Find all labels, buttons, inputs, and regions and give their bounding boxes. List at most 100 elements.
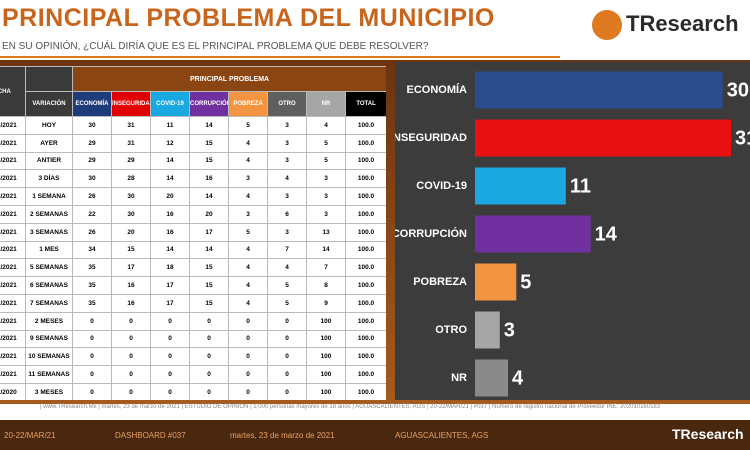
cell: 0	[72, 382, 112, 400]
cell: 26	[72, 187, 112, 206]
header-row: FECHA PRINCIPAL PROBLEMA	[0, 66, 386, 117]
cell: 100.0	[344, 187, 386, 206]
table: FECHA PRINCIPAL PROBLEMAVARIACIÓNECONOMÍA…	[0, 66, 386, 400]
cell: 0	[228, 311, 268, 331]
cell: 0	[228, 329, 268, 349]
cell: 0	[267, 365, 307, 384]
cell: 30	[72, 116, 112, 135]
cell: 100.0	[344, 116, 386, 135]
cell: 0	[267, 347, 307, 367]
cell: 16/03/2021	[0, 187, 26, 206]
cell: 4	[267, 258, 307, 278]
cell: 7	[306, 258, 346, 278]
cell: 34	[72, 240, 112, 260]
cell: 16/02/2021	[0, 258, 26, 278]
value-label: 30	[727, 79, 749, 101]
cell: 5	[228, 222, 268, 242]
cell: 100	[306, 311, 346, 331]
cell: 35	[72, 276, 112, 295]
cell: 100.0	[344, 365, 386, 384]
cell: 22	[72, 204, 112, 224]
logo-text: TResearch	[626, 10, 739, 36]
cell: 0	[150, 347, 190, 367]
cell: 4	[228, 187, 268, 206]
cell: 3 DÍAS	[25, 169, 73, 189]
dashboard: DASHBOARD #037	[115, 431, 186, 440]
bar	[475, 359, 509, 397]
cell: 0	[189, 382, 229, 400]
cell: AYER	[25, 133, 73, 153]
cell: 5	[306, 151, 346, 171]
cell: HOY	[25, 116, 73, 135]
cell: 14	[189, 240, 229, 260]
cell: 17	[189, 222, 229, 242]
cell: 30	[72, 169, 112, 189]
column-header: ECONOMÍA	[72, 91, 112, 117]
column-header: POBREZA	[228, 91, 268, 117]
cell: 16	[189, 169, 229, 189]
cell: 100.0	[344, 347, 386, 367]
cell: 12	[150, 133, 190, 153]
cell: 29	[111, 151, 151, 171]
cell: 0	[189, 347, 229, 367]
cell: 5	[306, 133, 346, 153]
cell: 23/01/2021	[0, 311, 26, 331]
cell: 7 SEMANAS	[25, 293, 73, 313]
blank	[25, 66, 73, 92]
cell: 6 SEMANAS	[25, 276, 73, 295]
cell: 14	[189, 116, 229, 135]
cell: 16	[111, 276, 151, 295]
cell: 10 SEMANAS	[25, 347, 73, 367]
cell: 3	[306, 204, 346, 224]
cell: 100.0	[344, 293, 386, 313]
cell: 100.0	[344, 382, 386, 400]
cell: 9 SEMANAS	[25, 329, 73, 349]
cell: 14	[150, 169, 190, 189]
cell: 29	[72, 133, 112, 153]
cell: 29	[72, 151, 112, 171]
cell: 100	[306, 329, 346, 349]
cell: 21/03/2021	[0, 151, 26, 171]
footer-logo: TResearch	[672, 426, 744, 442]
cell: 100.0	[344, 276, 386, 295]
cell: 15	[189, 258, 229, 278]
category-label: COVID-19	[416, 180, 467, 192]
cell: 35	[72, 258, 112, 278]
cell: 17	[111, 258, 151, 278]
footnote: | www.TResearch.Mx | martes, 23 de marzo…	[40, 404, 661, 410]
cell: 5	[267, 276, 307, 295]
cell: 11	[150, 116, 190, 135]
cell: 3	[267, 151, 307, 171]
cell: 15	[189, 276, 229, 295]
cell: 100.0	[344, 222, 386, 242]
cell: 100.0	[344, 258, 386, 278]
cell: 3	[267, 116, 307, 135]
cell: 15	[189, 151, 229, 171]
cell: 3	[228, 169, 268, 189]
bar	[475, 167, 566, 205]
cell: 3	[228, 204, 268, 224]
cell: 20	[111, 222, 151, 242]
cell: 0	[111, 311, 151, 331]
title: PRINCIPAL PROBLEMA DEL MUNICIPIO	[2, 4, 495, 32]
cell: 0	[228, 382, 268, 400]
cell: 11 SEMANAS	[25, 365, 73, 384]
logo: TResearch	[592, 10, 739, 40]
cell: 0	[267, 382, 307, 400]
cell: 14	[306, 240, 346, 260]
category-label: INSEGURIDAD	[395, 132, 467, 144]
category-label: POBREZA	[413, 276, 467, 288]
cell: 3	[267, 222, 307, 242]
column-header: CORRUPCIÓN	[189, 91, 229, 117]
column-header: COVID-19	[150, 91, 190, 117]
cell: 4	[228, 293, 268, 313]
chart: ECONOMÍA 30 INSEGURIDAD 31 COVID-19 11 CORRUPC…	[395, 62, 750, 400]
cell: 4	[228, 258, 268, 278]
cell: 100	[306, 347, 346, 367]
cell: 23/12/2020	[0, 382, 26, 400]
cell: 5	[267, 293, 307, 313]
